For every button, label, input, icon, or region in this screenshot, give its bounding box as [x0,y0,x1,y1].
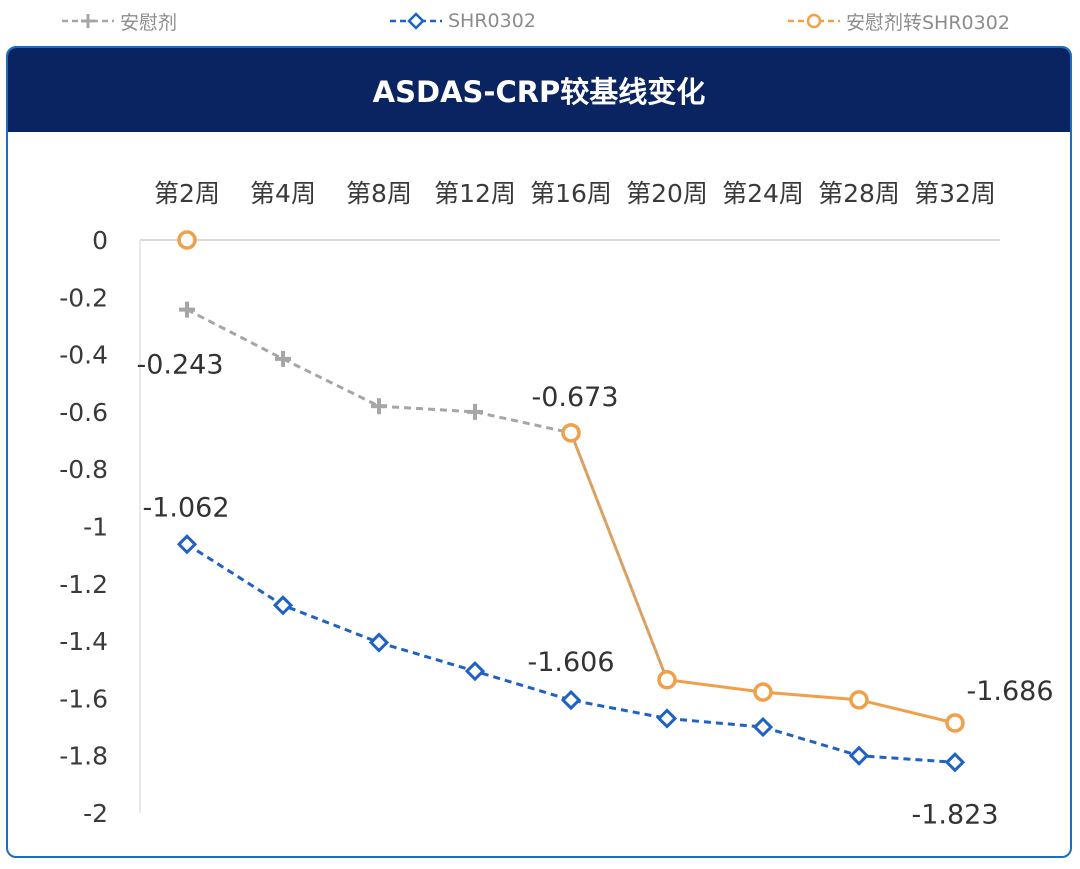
chart-title: ASDAS-CRP较基线变化 [8,48,1070,132]
x-tick-label: 第16周 [530,179,612,208]
data-point-shr0302 [272,595,294,616]
legend-marker-diamond-icon [390,12,442,30]
series-line-placebo [186,308,572,435]
data-point-placebo-to-shr0302 [945,713,965,733]
legend-label-placebo: 安慰剂 [120,11,178,34]
y-tick-label: -2 [83,799,108,828]
y-tick-label: -0.2 [59,283,108,312]
y-tick-label: -1.8 [59,742,108,771]
data-label: -1.606 [527,647,614,678]
x-tick-label: 第24周 [722,179,804,208]
y-tick-label: 0 [92,226,108,255]
x-tick-label: 第28周 [818,179,900,208]
data-point-placebo [371,398,387,415]
y-tick-label: -1.4 [59,627,108,656]
y-tick-label: -1 [83,513,108,542]
x-tick-label: 第20周 [626,179,708,208]
data-label: -1.062 [142,492,229,523]
y-tick-label: -1.2 [59,570,108,599]
series-line-shr0302 [186,542,956,764]
legend-item-placebo-to-shr0302: 安慰剂转SHR0302 [786,8,1010,34]
x-tick-label: 第12周 [434,179,516,208]
data-label: -1.686 [966,676,1053,707]
data-point-shr0302 [752,716,774,738]
data-point-shr0302 [656,708,678,729]
series-line-placebo-to-shr0302 [569,432,956,725]
x-tick-label: 第32周 [914,179,996,208]
data-point-shr0302 [848,745,870,766]
x-tick-label: 第8周 [346,179,412,208]
y-tick-label: -0.6 [59,398,108,427]
x-tick-label: 第2周 [154,179,220,208]
data-point-shr0302 [944,752,966,773]
legend-item-placebo: 安慰剂 [60,8,177,34]
data-label: -0.673 [531,382,618,413]
chart-card: ASDAS-CRP较基线变化 [6,46,1072,858]
data-label: -1.823 [911,799,998,830]
y-tick-label: -0.4 [59,341,108,370]
data-point-placebo [179,301,195,318]
data-point-shr0302 [464,661,486,682]
data-point-placebo-to-shr0302 [657,670,677,690]
y-tick-label: -0.8 [59,455,108,484]
legend-marker-circle-icon [788,13,840,29]
data-point-placebo [275,350,291,367]
x-tick-label: 第4周 [250,179,316,208]
series-transition-overlay [570,432,668,681]
data-point-placebo-to-shr0302 [177,230,197,250]
data-point-placebo-to-shr0302 [753,682,773,702]
legend-label-shr0302: SHR0302 [448,10,536,32]
legend-marker-plus-icon [62,14,114,28]
data-label: -0.243 [136,350,223,381]
data-point-placebo-to-shr0302 [561,423,581,443]
data-point-shr0302 [368,632,390,653]
data-point-shr0302 [560,689,582,711]
legend-item-shr0302: SHR0302 [388,8,536,34]
legend: 安慰剂 SHR0302 安慰剂转SHR0302 [0,0,1080,42]
data-point-shr0302 [176,534,198,555]
legend-label-placebo-to-shr0302: 安慰剂转SHR0302 [846,11,1010,34]
data-point-placebo-to-shr0302 [849,690,869,710]
data-point-placebo [467,403,483,420]
y-tick-label: -1.6 [59,684,108,713]
